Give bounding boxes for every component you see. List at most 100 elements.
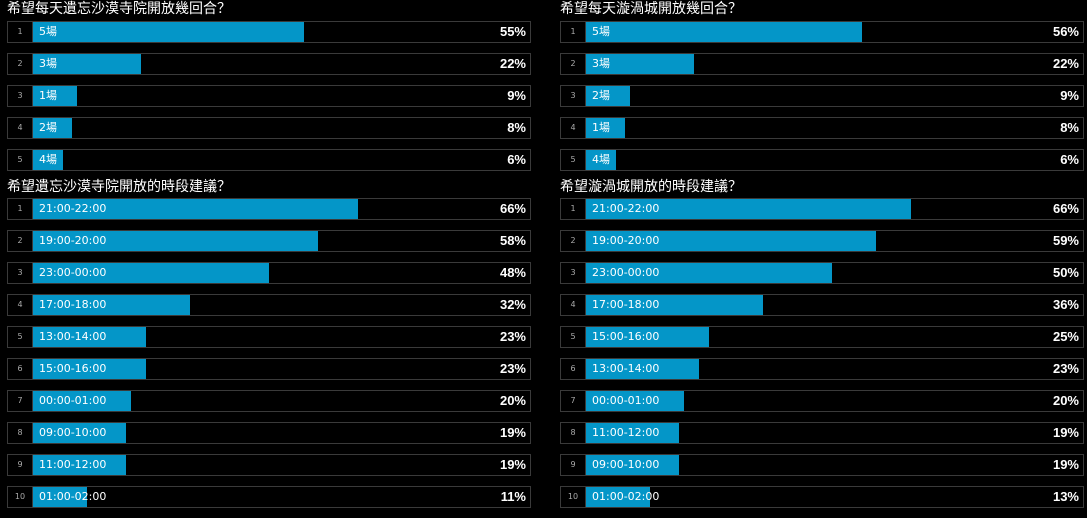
percent-label: 19% (1052, 425, 1079, 440)
option-label: 01:00-02:00 (39, 490, 107, 503)
poll-row: 2 3場 22% (560, 53, 1084, 75)
percent-label: 6% (1060, 152, 1079, 167)
rank-number: 8 (570, 428, 576, 437)
poll-row: 8 09:00-10:00 19% (7, 422, 531, 444)
bar (586, 150, 616, 170)
bar-track: 15:00-16:00 25% (585, 327, 1083, 347)
rank-number: 5 (570, 332, 576, 341)
bar-track: 2場 9% (585, 86, 1083, 106)
rank-number: 1 (570, 27, 576, 36)
option-label: 21:00-22:00 (39, 202, 107, 215)
bar-track: 01:00-02:00 13% (585, 487, 1083, 507)
percent-label: 23% (1052, 361, 1079, 376)
percent-label: 22% (499, 56, 526, 71)
percent-label: 13% (1052, 489, 1079, 504)
poll-row: 1 21:00-22:00 66% (7, 198, 531, 220)
percent-label: 66% (499, 201, 526, 216)
bar (586, 391, 685, 411)
poll-row: 7 00:00-01:00 20% (560, 390, 1084, 412)
poll-title: 希望漩渦城開放的時段建議？ (560, 179, 742, 195)
poll-row: 6 13:00-14:00 23% (560, 358, 1084, 380)
bar (33, 295, 191, 315)
percent-label: 50% (1052, 265, 1079, 280)
percent-label: 36% (1052, 297, 1079, 312)
option-label: 15:00-16:00 (592, 330, 660, 343)
bar (586, 54, 695, 74)
rank-number: 8 (17, 428, 23, 437)
option-label: 19:00-20:00 (592, 234, 660, 247)
bar (33, 54, 142, 74)
option-label: 17:00-18:00 (592, 298, 660, 311)
bar (33, 327, 147, 347)
bar (586, 86, 631, 106)
poll-row: 1 21:00-22:00 66% (560, 198, 1084, 220)
option-label: 4場 (39, 153, 57, 166)
poll-row: 5 15:00-16:00 25% (560, 326, 1084, 348)
rank-number: 1 (17, 204, 23, 213)
option-label: 23:00-00:00 (592, 266, 660, 279)
bar-track: 13:00-14:00 23% (585, 359, 1083, 379)
bar-track: 17:00-18:00 32% (32, 295, 530, 315)
poll-panel-1: 希望每天遺忘沙漠寺院開放幾回合？ 1 5場 55% 2 3場 22% 3 1場 9% 4 2場 8% 5 4… (7, 0, 531, 181)
bar (33, 22, 304, 42)
bar (586, 327, 709, 347)
option-label: 5場 (39, 25, 57, 38)
rank-number: 4 (570, 123, 576, 132)
rank-number: 1 (570, 204, 576, 213)
percent-label: 23% (499, 361, 526, 376)
percent-label: 55% (499, 24, 526, 39)
option-label: 2場 (592, 89, 610, 102)
rank-number: 1 (17, 27, 23, 36)
bar-track: 15:00-16:00 23% (32, 359, 530, 379)
poll-row: 8 11:00-12:00 19% (560, 422, 1084, 444)
poll-row: 6 15:00-16:00 23% (7, 358, 531, 380)
option-label: 00:00-01:00 (592, 394, 660, 407)
bar-track: 09:00-10:00 19% (32, 423, 530, 443)
rank-number: 2 (570, 236, 576, 245)
rank-number: 4 (17, 300, 23, 309)
rank-number: 6 (17, 364, 23, 373)
poll-row: 5 4場 6% (7, 149, 531, 171)
percent-label: 9% (507, 88, 526, 103)
poll-row: 4 17:00-18:00 32% (7, 294, 531, 316)
percent-label: 8% (507, 120, 526, 135)
bar (586, 487, 650, 507)
percent-label: 58% (499, 233, 526, 248)
poll-title: 希望每天遺忘沙漠寺院開放幾回合？ (7, 1, 231, 17)
bar-track: 5場 56% (585, 22, 1083, 42)
poll-row: 2 19:00-20:00 58% (7, 230, 531, 252)
bar-track: 13:00-14:00 23% (32, 327, 530, 347)
option-label: 23:00-00:00 (39, 266, 107, 279)
bar (33, 423, 127, 443)
percent-label: 19% (499, 457, 526, 472)
percent-label: 66% (1052, 201, 1079, 216)
percent-label: 59% (1052, 233, 1079, 248)
percent-label: 23% (499, 329, 526, 344)
bar (33, 263, 270, 283)
bar-track: 11:00-12:00 19% (32, 455, 530, 475)
bar-track: 00:00-01:00 20% (32, 391, 530, 411)
bar (33, 150, 63, 170)
option-label: 13:00-14:00 (592, 362, 660, 375)
bar-track: 17:00-18:00 36% (585, 295, 1083, 315)
bar (586, 423, 680, 443)
poll-row: 3 2場 9% (560, 85, 1084, 107)
percent-label: 56% (1052, 24, 1079, 39)
bar (33, 199, 358, 219)
option-label: 11:00-12:00 (39, 458, 107, 471)
bar-track: 19:00-20:00 58% (32, 231, 530, 251)
poll-panel-4: 希望漩渦城開放的時段建議？ 1 21:00-22:00 66% 2 19:00-20:00… (560, 178, 1084, 518)
percent-label: 32% (499, 297, 526, 312)
poll-panel-3: 希望遺忘沙漠寺院開放的時段建議？ 1 21:00-22:00 66% 2 19:00-20… (7, 178, 531, 518)
bar (586, 263, 832, 283)
rank-number: 2 (570, 59, 576, 68)
bar (33, 118, 73, 138)
rank-number: 5 (17, 332, 23, 341)
poll-row: 4 1場 8% (560, 117, 1084, 139)
poll-row: 10 01:00-02:00 13% (560, 486, 1084, 508)
rank-number: 2 (17, 59, 23, 68)
bar-track: 23:00-00:00 50% (585, 263, 1083, 283)
rank-number: 9 (17, 460, 23, 469)
rank-number: 5 (570, 155, 576, 164)
option-label: 13:00-14:00 (39, 330, 107, 343)
